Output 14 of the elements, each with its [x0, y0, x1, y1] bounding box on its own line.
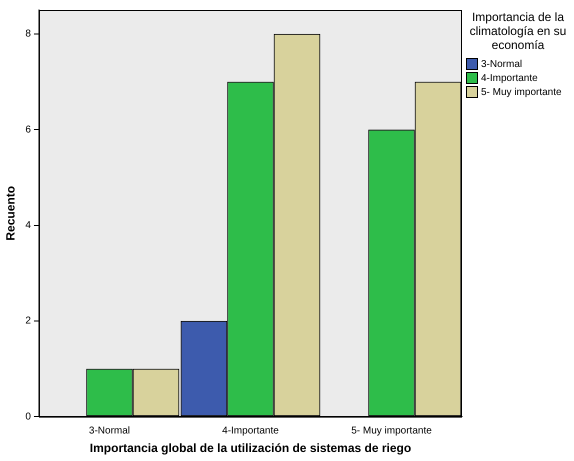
x-tick-label: 5- Muy importante: [351, 425, 432, 436]
y-axis-title: Recuento: [4, 186, 18, 241]
x-tick-label: 4-Importante: [222, 425, 280, 436]
y-tick-label: 2: [25, 316, 32, 327]
legend-label: 3-Normal: [481, 58, 522, 70]
y-tick-label: 8: [25, 28, 32, 40]
y-tick-label: 0: [25, 411, 32, 422]
y-tick-label: 4: [25, 220, 32, 232]
x-tick-label: 3-Normal: [88, 425, 130, 436]
legend-label: 5- Muy importante: [481, 86, 562, 98]
legend-title: Importancia de la climatología en su economía: [468, 10, 568, 52]
legend-label: 4-Importante: [481, 72, 538, 84]
y-tick-label: 6: [25, 124, 32, 136]
x-axis-title: Importancia global de la utilización de sistemas de riego: [90, 441, 412, 456]
